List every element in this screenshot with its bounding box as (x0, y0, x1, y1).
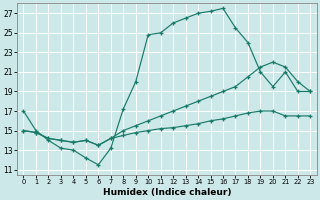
X-axis label: Humidex (Indice chaleur): Humidex (Indice chaleur) (103, 188, 231, 197)
